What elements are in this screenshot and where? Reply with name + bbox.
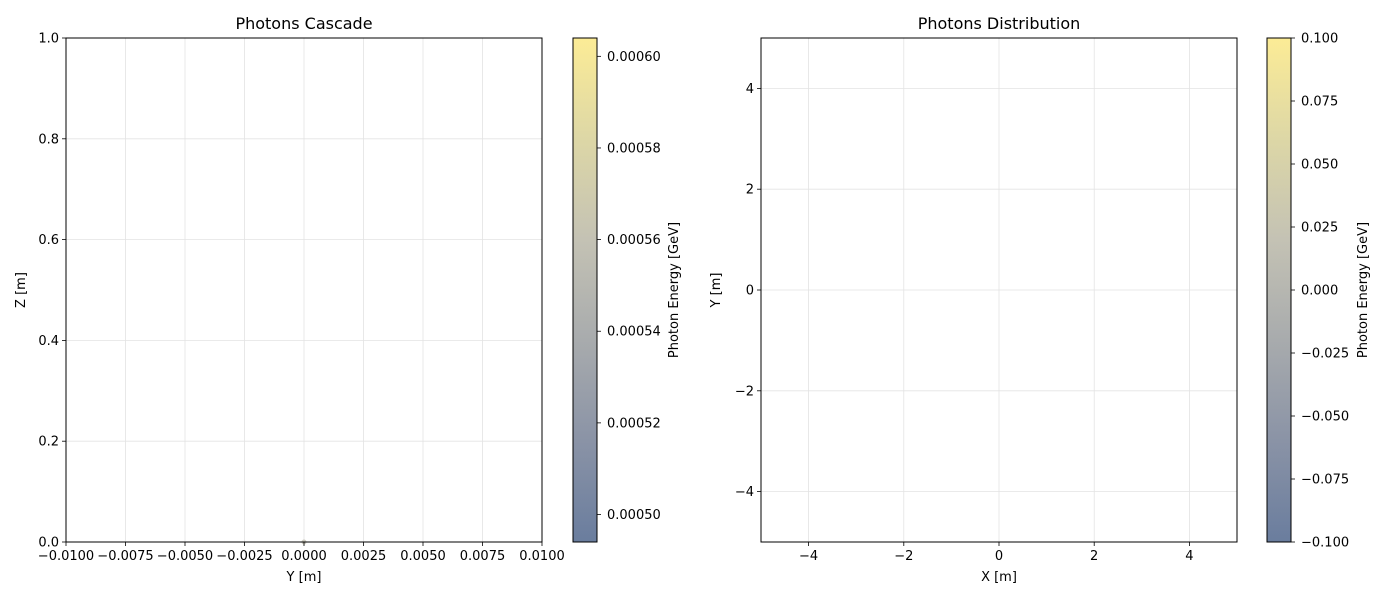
chart-1-y-tick-label: 0.8 [38, 132, 59, 147]
chart-2-y-tick-label: −2 [735, 384, 754, 399]
chart-2-colorbar-tick-label: 0.000 [1301, 284, 1338, 299]
chart-1-title: Photons Cascade [235, 14, 372, 33]
chart-2-y-tick-label: 2 [746, 183, 754, 198]
chart-2-colorbar-tick-label: 0.050 [1301, 158, 1338, 173]
chart-2-colorbar-tick-label: 0.025 [1301, 221, 1338, 236]
chart-1-x-axis-label: Y [m] [286, 570, 322, 585]
chart-1-y-tick-label: 0.0 [38, 536, 59, 551]
chart-2-y-tick-label: −4 [735, 485, 754, 500]
chart-2-y-tick-label: 0 [746, 284, 754, 299]
chart-2-x-tick-label: −2 [894, 549, 913, 564]
chart-1-colorbar-tick-label: 0.00054 [607, 325, 661, 340]
chart-2-x-tick-label: −4 [799, 549, 818, 564]
chart-2-colorbar-label: Photon Energy [GeV] [1356, 222, 1371, 358]
chart-1-colorbar-tick-label: 0.00060 [607, 50, 661, 65]
chart-1-colorbar-tick-label: 0.00052 [607, 416, 661, 431]
chart-1-y-axis-label: Z [m] [14, 272, 29, 308]
chart-1-x-tick-label: −0.0025 [216, 549, 272, 564]
chart-1-colorbar-tick-label: 0.00058 [607, 141, 661, 156]
chart-1-x-tick-label: 0.0050 [400, 549, 446, 564]
chart-2-x-tick-label: 0 [995, 549, 1003, 564]
chart-1-x-tick-label: −0.0050 [157, 549, 213, 564]
chart-1-colorbar-tick-label: 0.00056 [607, 233, 661, 248]
chart-1-x-tick-label: −0.0100 [38, 549, 94, 564]
chart-2-x-tick-label: 4 [1185, 549, 1193, 564]
chart-1-x-tick-label: 0.0075 [460, 549, 506, 564]
chart-1-colorbar-tick-label: 0.00050 [607, 508, 661, 523]
chart-2-x-tick-label: 2 [1090, 549, 1098, 564]
chart-2-colorbar [1266, 37, 1292, 543]
chart-2-colorbar-tick-label: −0.100 [1301, 536, 1349, 551]
chart-1-x-tick-label: 0.0025 [341, 549, 387, 564]
chart-2-x-axis-label: X [m] [981, 570, 1017, 585]
chart-2-y-axis-label: Y [m] [709, 273, 724, 309]
chart-2-colorbar-tick-label: −0.025 [1301, 347, 1349, 362]
chart-2-title: Photons Distribution [918, 14, 1081, 33]
chart-2-colorbar-tick-label: 0.075 [1301, 95, 1338, 110]
chart-1-x-tick-label: 0.0100 [519, 549, 565, 564]
chart-1-y-tick-label: 0.2 [38, 435, 59, 450]
chart-1-x-tick-label: 0.0000 [281, 549, 327, 564]
chart-1-y-tick-label: 0.6 [38, 233, 59, 248]
chart-2-colorbar-tick-label: 0.100 [1301, 32, 1338, 47]
chart-1-colorbar [572, 37, 598, 543]
chart-2-y-tick-label: 4 [746, 82, 754, 97]
chart-2-colorbar-tick-label: −0.050 [1301, 410, 1349, 425]
chart-1-y-tick-label: 1.0 [38, 32, 59, 47]
chart-1-colorbar-label: Photon Energy [GeV] [667, 222, 682, 358]
chart-1-x-tick-label: −0.0075 [97, 549, 153, 564]
chart-2-colorbar-tick-label: −0.075 [1301, 473, 1349, 488]
chart-1-y-tick-label: 0.4 [38, 334, 59, 349]
